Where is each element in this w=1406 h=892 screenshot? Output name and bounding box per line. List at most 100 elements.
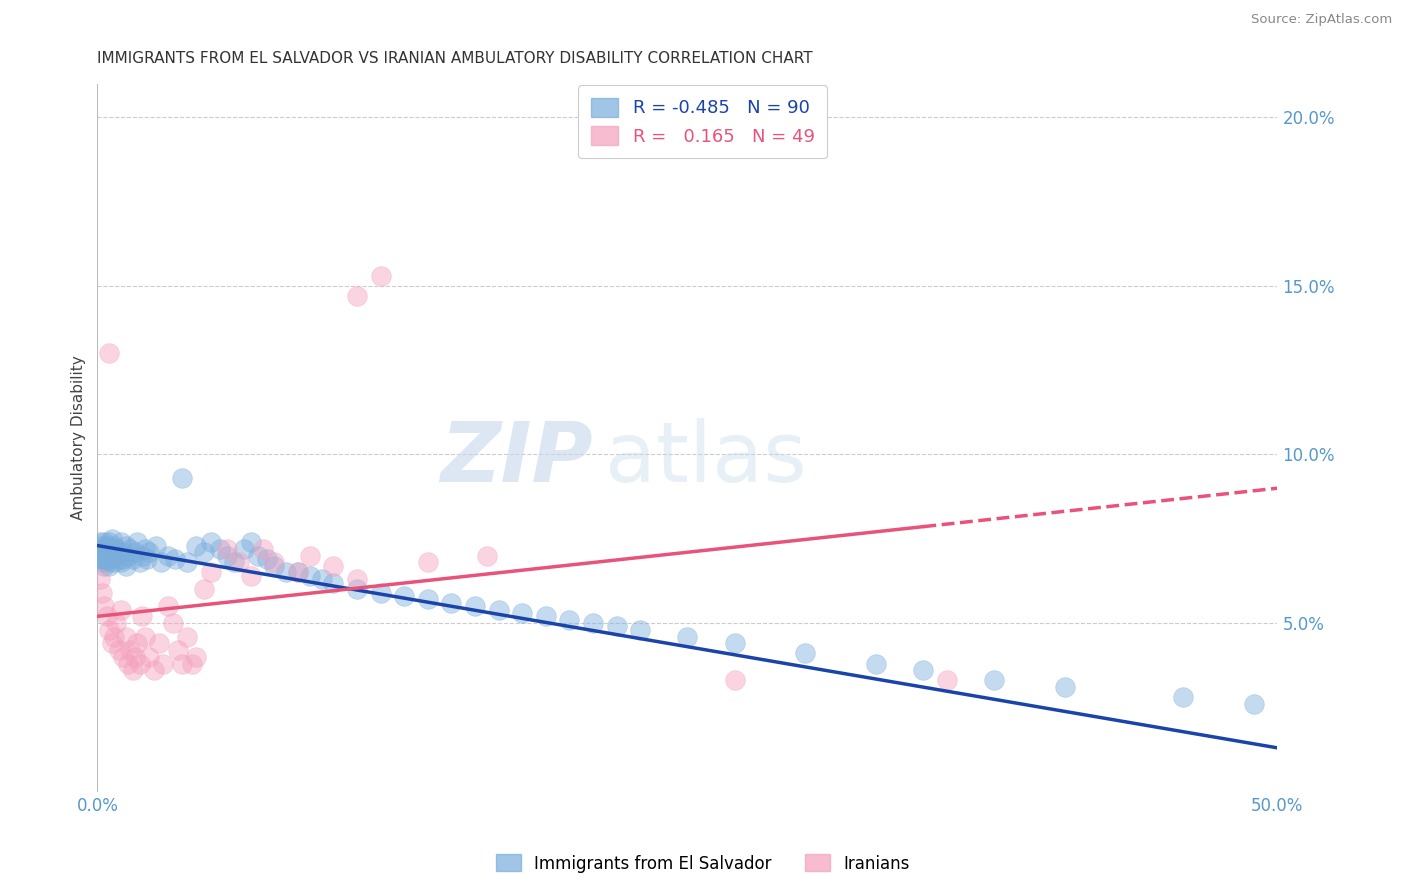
Point [865, 657, 887, 671]
Point [103, 555, 125, 569]
Point [224, 555, 246, 569]
Point [100, 532, 122, 546]
Point [143, 663, 166, 677]
Point [138, 649, 160, 664]
Point [112, 649, 135, 664]
Point [117, 549, 139, 563]
Point [98, 552, 121, 566]
Point [298, 549, 321, 563]
Point [322, 558, 344, 573]
Point [488, 602, 510, 616]
Point [239, 569, 262, 583]
Point [510, 606, 533, 620]
Point [91, 549, 114, 563]
Point [105, 541, 128, 556]
Point [98, 623, 121, 637]
Point [96, 539, 118, 553]
Point [180, 657, 202, 671]
Point [346, 289, 368, 303]
Point [93, 552, 115, 566]
Point [1171, 690, 1194, 705]
Point [534, 609, 557, 624]
Point [276, 566, 298, 580]
Point [157, 549, 180, 563]
Point [112, 545, 135, 559]
Point [370, 585, 392, 599]
Point [165, 552, 187, 566]
Point [131, 549, 153, 563]
Point [606, 619, 628, 633]
Point [98, 558, 121, 573]
Point [263, 558, 285, 573]
Point [105, 549, 128, 563]
Point [145, 539, 167, 553]
Point [983, 673, 1005, 688]
Point [628, 623, 651, 637]
Point [723, 636, 745, 650]
Point [176, 555, 198, 569]
Point [91, 541, 114, 556]
Point [311, 572, 333, 586]
Point [93, 545, 115, 559]
Point [98, 535, 121, 549]
Point [232, 541, 254, 556]
Point [464, 599, 486, 614]
Text: atlas: atlas [605, 418, 807, 500]
Point [138, 545, 160, 559]
Point [128, 555, 150, 569]
Point [93, 535, 115, 549]
Point [89, 545, 111, 559]
Point [107, 643, 129, 657]
Point [89, 572, 111, 586]
Point [91, 585, 114, 599]
Point [120, 541, 142, 556]
Point [117, 657, 139, 671]
Point [582, 616, 605, 631]
Point [91, 539, 114, 553]
Text: Source: ZipAtlas.com: Source: ZipAtlas.com [1251, 13, 1392, 27]
Point [723, 673, 745, 688]
Point [110, 602, 132, 616]
Point [1053, 680, 1076, 694]
Point [440, 596, 463, 610]
Point [134, 630, 156, 644]
Point [256, 552, 278, 566]
Point [131, 609, 153, 624]
Point [89, 552, 111, 566]
Point [114, 539, 136, 553]
Point [98, 346, 121, 360]
Point [124, 649, 146, 664]
Point [103, 545, 125, 559]
Point [110, 535, 132, 549]
Point [416, 592, 439, 607]
Point [150, 555, 173, 569]
Point [105, 616, 128, 631]
Point [107, 552, 129, 566]
Point [263, 555, 285, 569]
Point [103, 630, 125, 644]
Text: ZIP: ZIP [440, 418, 593, 500]
Point [246, 549, 269, 563]
Point [416, 555, 439, 569]
Point [200, 566, 222, 580]
Point [1243, 697, 1265, 711]
Point [162, 616, 184, 631]
Point [166, 643, 188, 657]
Point [912, 663, 935, 677]
Point [794, 647, 817, 661]
Point [124, 545, 146, 559]
Point [239, 535, 262, 549]
Point [209, 541, 232, 556]
Legend: Immigrants from El Salvador, Iranians: Immigrants from El Salvador, Iranians [489, 847, 917, 880]
Point [217, 541, 239, 556]
Point [100, 549, 122, 563]
Point [96, 609, 118, 624]
Point [370, 268, 392, 283]
Point [157, 599, 180, 614]
Point [287, 566, 309, 580]
Point [193, 582, 215, 597]
Point [114, 630, 136, 644]
Point [114, 558, 136, 573]
Point [93, 558, 115, 573]
Point [127, 535, 149, 549]
